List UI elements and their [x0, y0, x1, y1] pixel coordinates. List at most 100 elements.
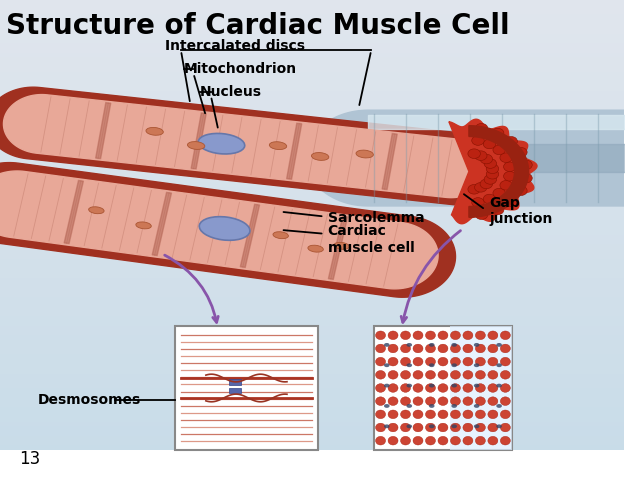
Ellipse shape	[475, 371, 486, 379]
Ellipse shape	[500, 153, 512, 162]
Ellipse shape	[474, 404, 479, 408]
Ellipse shape	[488, 344, 498, 353]
Ellipse shape	[146, 127, 163, 135]
Bar	[0, 354, 624, 359]
Polygon shape	[0, 162, 456, 297]
Ellipse shape	[429, 424, 434, 428]
Ellipse shape	[450, 384, 461, 392]
Ellipse shape	[401, 384, 410, 392]
Bar	[0, 431, 624, 436]
Ellipse shape	[480, 179, 493, 189]
Bar	[0, 268, 624, 273]
Ellipse shape	[334, 242, 350, 250]
Ellipse shape	[413, 397, 423, 405]
Bar	[0, 81, 624, 86]
Bar	[0, 254, 624, 259]
Ellipse shape	[488, 371, 498, 379]
Ellipse shape	[475, 410, 486, 419]
Bar	[0, 211, 624, 216]
Polygon shape	[286, 123, 302, 179]
Ellipse shape	[401, 371, 410, 379]
Bar	[0, 230, 624, 235]
Ellipse shape	[463, 371, 473, 379]
Ellipse shape	[474, 343, 479, 347]
Bar	[0, 0, 624, 5]
Bar	[0, 10, 624, 14]
Bar	[0, 101, 624, 105]
Ellipse shape	[515, 186, 527, 195]
Bar	[0, 259, 624, 263]
Ellipse shape	[451, 343, 457, 347]
Ellipse shape	[429, 384, 434, 388]
Text: Intercalated discs: Intercalated discs	[165, 38, 306, 53]
Bar	[0, 340, 624, 345]
Bar	[0, 163, 624, 168]
Polygon shape	[241, 205, 260, 267]
Bar	[0, 273, 624, 278]
Bar	[0, 144, 624, 148]
Ellipse shape	[450, 397, 461, 405]
Ellipse shape	[388, 436, 398, 445]
Bar	[0, 158, 624, 163]
Ellipse shape	[413, 423, 423, 432]
Ellipse shape	[488, 384, 498, 392]
Bar	[0, 287, 624, 292]
Bar	[0, 422, 624, 426]
Ellipse shape	[426, 344, 436, 353]
Ellipse shape	[475, 151, 487, 160]
Ellipse shape	[450, 423, 461, 432]
Ellipse shape	[475, 331, 486, 340]
Ellipse shape	[413, 357, 423, 366]
Ellipse shape	[406, 424, 412, 428]
Ellipse shape	[468, 149, 480, 159]
Ellipse shape	[388, 397, 398, 405]
Ellipse shape	[413, 331, 423, 340]
Ellipse shape	[450, 331, 461, 340]
Ellipse shape	[426, 410, 436, 419]
Ellipse shape	[515, 148, 527, 157]
Bar	[0, 72, 624, 77]
Ellipse shape	[384, 343, 390, 347]
Bar	[0, 345, 624, 350]
Bar	[0, 326, 624, 331]
Bar	[0, 412, 624, 417]
Ellipse shape	[438, 384, 448, 392]
Ellipse shape	[413, 344, 423, 353]
Ellipse shape	[406, 343, 412, 347]
Bar	[0, 91, 624, 96]
Ellipse shape	[438, 423, 448, 432]
Ellipse shape	[480, 154, 493, 164]
Ellipse shape	[413, 384, 423, 392]
Ellipse shape	[426, 331, 436, 340]
Bar	[0, 110, 624, 115]
Ellipse shape	[475, 436, 486, 445]
Bar	[0, 177, 624, 182]
Ellipse shape	[376, 331, 385, 340]
Bar	[0, 67, 624, 72]
Ellipse shape	[451, 424, 457, 428]
Text: Sarcolemma: Sarcolemma	[327, 211, 424, 225]
Bar	[0, 350, 624, 354]
Ellipse shape	[426, 384, 436, 392]
Ellipse shape	[429, 363, 434, 367]
Bar	[0, 436, 624, 441]
Ellipse shape	[500, 423, 510, 432]
Ellipse shape	[496, 343, 502, 347]
Ellipse shape	[505, 137, 517, 146]
Bar	[0, 450, 624, 479]
Ellipse shape	[429, 404, 434, 408]
Ellipse shape	[384, 384, 390, 388]
Ellipse shape	[308, 245, 323, 252]
Bar	[228, 388, 241, 393]
Bar	[0, 168, 624, 172]
Bar	[0, 407, 624, 412]
Bar	[0, 57, 624, 62]
Ellipse shape	[488, 436, 498, 445]
Ellipse shape	[450, 357, 461, 366]
Ellipse shape	[505, 197, 517, 206]
Ellipse shape	[388, 371, 398, 379]
Bar	[0, 220, 624, 225]
Ellipse shape	[468, 184, 480, 194]
Polygon shape	[0, 87, 507, 205]
Bar	[0, 469, 624, 474]
